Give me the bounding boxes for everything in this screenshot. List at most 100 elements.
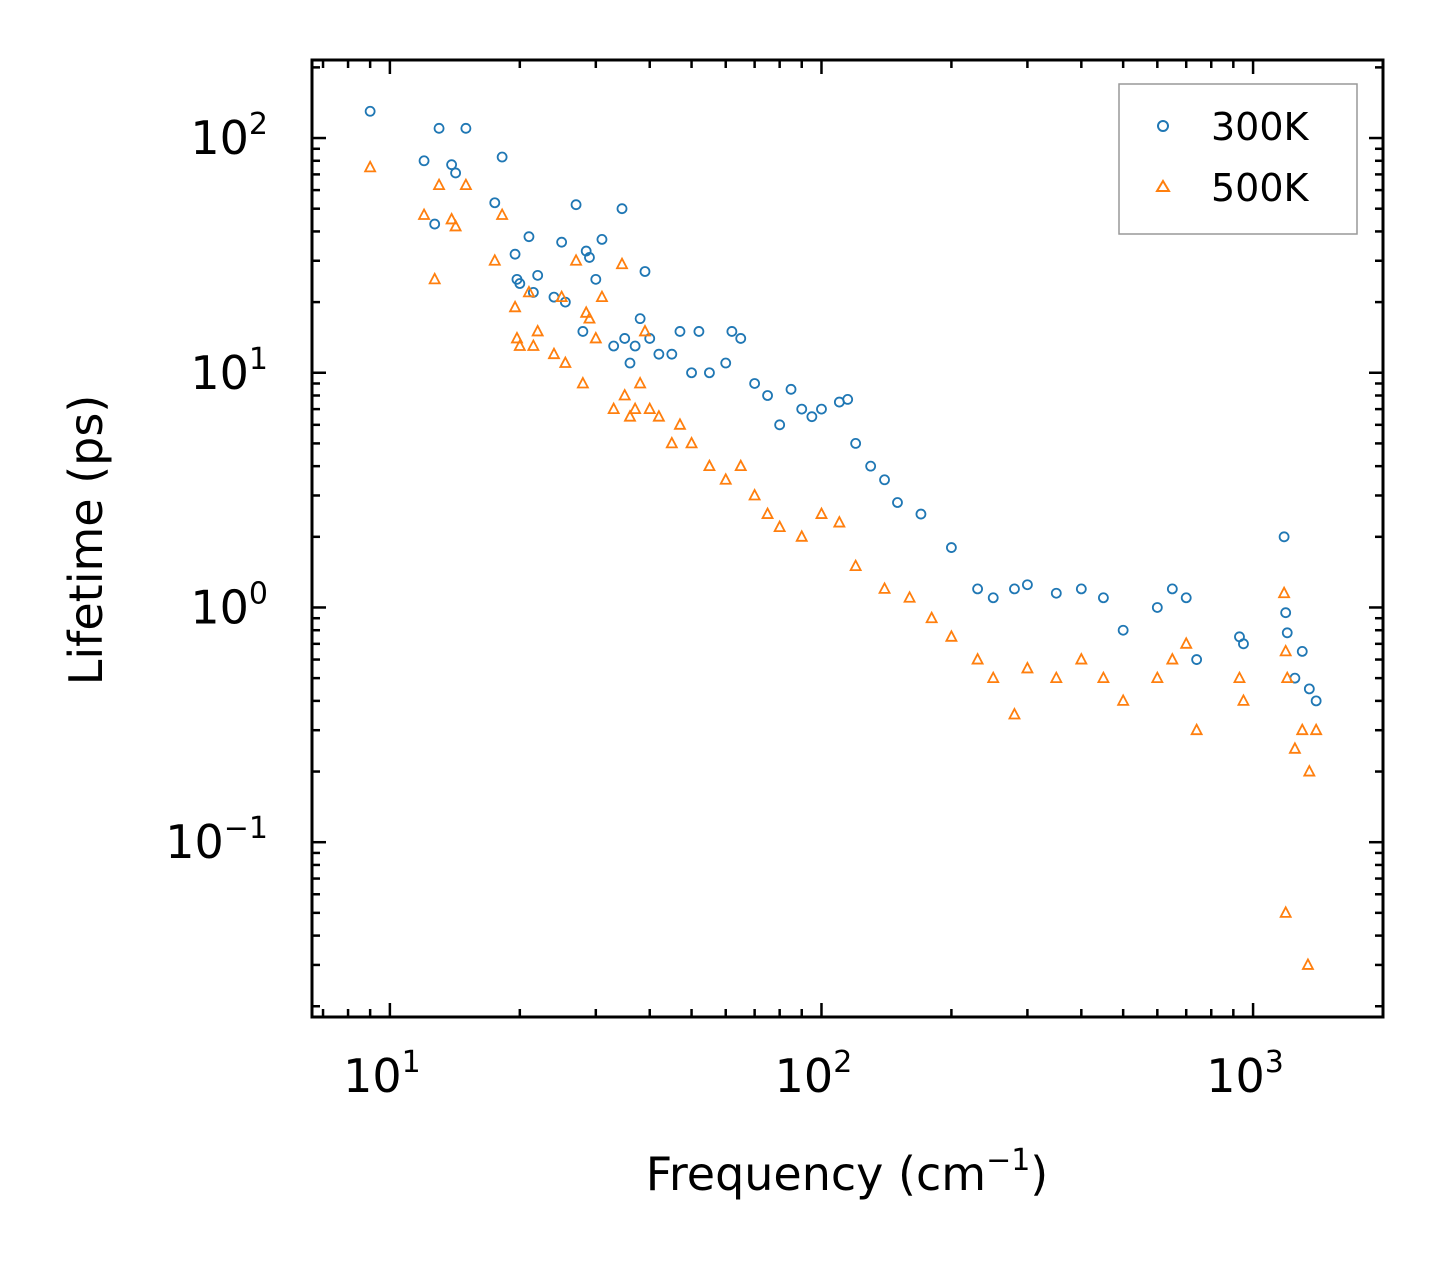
data-point-300K	[726, 326, 738, 337]
data-point-300K	[674, 326, 686, 337]
data-point-500K	[702, 458, 716, 472]
data-point-300K	[629, 340, 641, 352]
data-point-300K	[666, 348, 678, 360]
y-axis-label: Lifetime (ps)	[59, 395, 113, 686]
data-point-300K	[774, 419, 786, 431]
data-point-500K	[1232, 670, 1246, 684]
data-point-300K	[686, 367, 697, 379]
data-point-300K	[1075, 583, 1087, 595]
axis-ticks	[312, 60, 1385, 1017]
data-point-500K	[1150, 670, 1164, 684]
data-point-500K	[1020, 660, 1034, 674]
data-point-500K	[576, 376, 590, 389]
data-point-300K	[429, 218, 441, 230]
data-point-500K	[1302, 764, 1316, 777]
x-tick-label: 101	[343, 1045, 421, 1103]
data-point-300K	[1050, 587, 1062, 599]
data-point-300K	[816, 403, 827, 415]
data-point-500K	[832, 515, 846, 528]
data-point-300K	[946, 542, 957, 553]
data-point-300K	[608, 340, 620, 352]
data-point-300K	[433, 122, 445, 134]
data-point-300K	[496, 151, 508, 163]
data-point-500K	[445, 211, 459, 225]
data-point-300K	[850, 438, 862, 449]
data-point-500K	[508, 299, 522, 313]
data-point-300K	[509, 248, 521, 260]
data-point-500K	[652, 409, 666, 422]
data-point-300K	[762, 390, 773, 401]
data-point-500K	[1309, 722, 1323, 736]
data-point-500K	[547, 346, 561, 360]
data-point-500K	[1179, 636, 1193, 649]
data-point-300K	[1280, 607, 1292, 619]
series-500K	[363, 159, 1323, 970]
data-point-500K	[1007, 707, 1021, 720]
data-point-500K	[1288, 741, 1302, 754]
data-point-500K	[748, 488, 762, 501]
data-point-300K	[1180, 592, 1192, 604]
data-point-500K	[531, 323, 545, 337]
data-point-300K	[523, 231, 535, 243]
data-point-300K	[532, 269, 544, 281]
data-point-500K	[615, 256, 629, 270]
data-point-300K	[704, 367, 715, 379]
data-point-500K	[513, 338, 527, 351]
data-point-500K	[1190, 722, 1204, 736]
data-point-300K	[720, 357, 732, 369]
data-point-300K	[987, 592, 999, 604]
data-point-300K	[842, 393, 854, 405]
data-point-500K	[582, 311, 596, 324]
data-point-500K	[607, 401, 621, 415]
data-point-300K	[1296, 645, 1308, 657]
data-point-300K	[596, 233, 608, 245]
data-point-300K	[1009, 583, 1020, 595]
data-point-500K	[903, 590, 917, 603]
plot-area	[363, 105, 1323, 970]
data-point-500K	[459, 177, 473, 191]
data-point-500K	[673, 417, 687, 430]
data-point-500K	[685, 435, 699, 449]
data-point-300K	[1166, 583, 1178, 595]
data-point-500K	[665, 435, 679, 449]
legend: 300K 500K	[1118, 83, 1358, 235]
data-point-300K	[639, 266, 651, 277]
data-point-300K	[584, 252, 595, 263]
data-point-500K	[986, 670, 1000, 684]
data-point-500K	[618, 388, 632, 401]
data-point-300K	[693, 326, 705, 337]
data-point-300K	[616, 203, 628, 215]
data-point-300K	[1191, 654, 1203, 665]
data-point-500K	[488, 253, 502, 266]
data-point-300K	[364, 105, 376, 117]
series-300K	[364, 105, 1322, 707]
data-point-500K	[1277, 585, 1291, 599]
data-point-300K	[735, 333, 747, 344]
data-point-500K	[1116, 693, 1130, 706]
data-point-500K	[558, 355, 572, 368]
data-point-300K	[577, 326, 589, 337]
data-point-500K	[1074, 652, 1088, 665]
data-point-500K	[734, 458, 748, 472]
data-point-300K	[785, 383, 797, 395]
data-point-500K	[1295, 722, 1309, 736]
data-point-300K	[879, 474, 890, 486]
data-point-500K	[1236, 693, 1250, 706]
legend-box	[1118, 83, 1358, 235]
data-point-500K	[522, 284, 536, 298]
data-point-500K	[944, 629, 958, 642]
data-point-300K	[489, 197, 501, 209]
data-point-500K	[589, 331, 603, 344]
data-point-500K	[1049, 670, 1063, 684]
data-point-500K	[555, 289, 569, 303]
data-point-300K	[1278, 531, 1290, 543]
data-point-500K	[1096, 670, 1110, 684]
data-point-500K	[1301, 957, 1315, 970]
data-point-300K	[1117, 624, 1129, 636]
data-point-500K	[628, 401, 642, 415]
data-point-500K	[761, 506, 775, 519]
data-point-500K	[814, 506, 828, 519]
data-point-300K	[624, 357, 636, 369]
data-point-300K	[806, 411, 818, 423]
